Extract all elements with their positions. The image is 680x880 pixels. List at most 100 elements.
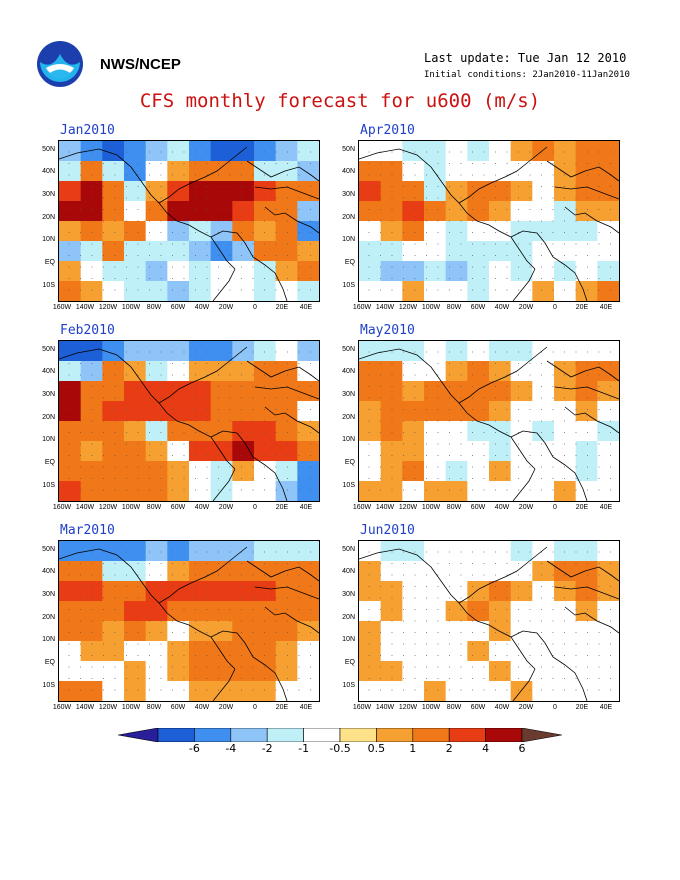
coastline [212, 268, 236, 301]
field-cell [445, 441, 468, 462]
field-cell [210, 481, 233, 501]
field-cell [232, 681, 255, 701]
colorbar-swatches [117, 727, 563, 743]
field-cell [275, 441, 298, 462]
field-cell [532, 661, 555, 682]
field-cell [467, 421, 490, 442]
field-cell [254, 201, 277, 222]
field-cell [102, 161, 125, 182]
lon-label: 40W [494, 704, 510, 711]
field-cell [59, 221, 82, 242]
field-cell [80, 541, 103, 562]
field-cell [232, 281, 255, 301]
field-cell [167, 261, 190, 282]
field-cell [167, 241, 190, 262]
field-cell [402, 201, 425, 222]
field-cell [510, 261, 533, 282]
field-cell [102, 461, 125, 482]
coastline [212, 468, 236, 501]
lon-label: 0 [253, 504, 257, 511]
field-cell [467, 581, 490, 602]
field-cell [575, 261, 598, 282]
field-cell [532, 341, 555, 362]
field-cell [554, 401, 577, 422]
field-cell [297, 201, 319, 222]
field-cell [575, 401, 598, 422]
field-cell [532, 641, 555, 662]
field-cell [297, 401, 319, 422]
field-cell [445, 341, 468, 362]
field-cell [532, 401, 555, 422]
field-cell [124, 241, 147, 262]
field-cell [575, 661, 598, 682]
field-cell [575, 381, 598, 402]
field-cell [297, 561, 319, 582]
field-cell [359, 561, 382, 582]
field-cell [532, 181, 555, 202]
field-cell [467, 401, 490, 422]
field-cell [554, 141, 577, 162]
field-cell [575, 421, 598, 442]
lon-label: 140W [75, 504, 95, 511]
field-cell [575, 461, 598, 482]
lat-label: 20N [342, 614, 355, 621]
field-cell [275, 201, 298, 222]
field-cell [554, 361, 577, 382]
lon-label: 100W [121, 504, 141, 511]
u600-field [59, 341, 319, 501]
field-cell [145, 201, 168, 222]
colorbar-label: -0.5 [329, 742, 351, 755]
field-cell [124, 681, 147, 701]
lon-label: 80W [446, 304, 462, 311]
field-cell [80, 341, 103, 362]
field-cell [59, 141, 82, 162]
field-cell [489, 161, 512, 182]
lon-label: 40W [194, 704, 210, 711]
field-cell [167, 161, 190, 182]
field-cell [597, 341, 619, 362]
field-cell [575, 141, 598, 162]
field-cell [445, 241, 468, 262]
field-cell [80, 681, 103, 701]
coastline [554, 386, 619, 400]
field-cell [145, 261, 168, 282]
field-cell [275, 281, 298, 301]
field-cell [59, 421, 82, 442]
field-cell [359, 681, 382, 701]
lon-label: 20E [275, 304, 289, 311]
field-cell [402, 261, 425, 282]
field-cell [232, 561, 255, 582]
field-cell [445, 421, 468, 442]
field-cell [254, 581, 277, 602]
field-cell [80, 281, 103, 301]
field-cell [424, 221, 447, 242]
field-cell [145, 421, 168, 442]
field-cell [510, 641, 533, 662]
lon-label: 140W [75, 704, 95, 711]
field-cell [232, 441, 255, 462]
field-cell [510, 541, 533, 562]
field-cell [124, 441, 147, 462]
field-cell [424, 341, 447, 362]
field-cell [445, 601, 468, 622]
lon-label: 20E [575, 504, 589, 511]
coastline [210, 630, 288, 701]
lat-label: 20N [42, 414, 55, 421]
field-cell [597, 281, 619, 301]
field-cell [297, 161, 319, 182]
field-cell [297, 141, 319, 162]
field-cell [254, 281, 277, 301]
field-cell [597, 361, 619, 382]
field-cell [189, 381, 212, 402]
colorbar-swatch [303, 727, 341, 743]
lat-label: 50N [42, 146, 55, 153]
field-cell [467, 281, 490, 301]
lat-label: 10N [342, 236, 355, 243]
lon-label: 40W [194, 504, 210, 511]
lon-label: 100W [421, 504, 441, 511]
field-cell [102, 641, 125, 662]
field-cell [275, 221, 298, 242]
field-cell [467, 541, 490, 562]
field-cell [380, 621, 403, 642]
field-cell [254, 361, 277, 382]
